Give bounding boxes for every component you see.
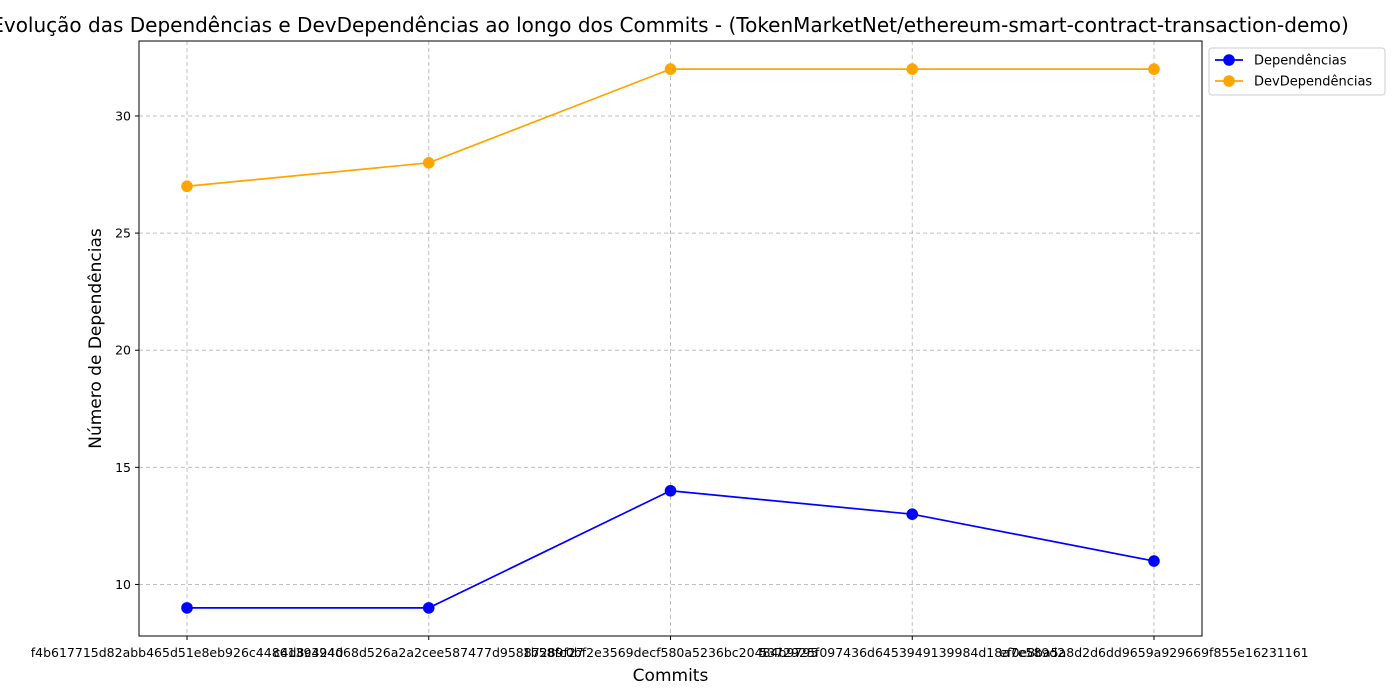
chart-title: Evolução das Dependências e DevDependênc… [0,13,1349,37]
data-point [664,63,677,75]
x-tick-label: c4d8c394d68d526a2a2cee587477d95887289f27 [274,645,584,660]
legend-item: Dependências [1215,54,1347,69]
x-tick-label: f4b617715d82abb465d51e8eb926c44861394240 [31,645,344,660]
y-tick-label: 10 [115,577,131,592]
x-tick-label: ef0e8ba5a8d2d6dd9659a929669f855e16231161 [999,645,1308,660]
legend-label: DevDependências [1254,75,1372,90]
y-axis-label: Número de Dependências [86,228,106,449]
legend-item: DevDependências [1215,75,1372,90]
data-point [422,602,435,614]
data-point [906,63,919,75]
x-axis-label: Commits [633,666,709,686]
y-tick-label: 30 [115,108,131,123]
y-axis: 10 15 20 25 30 [115,108,139,592]
data-point [181,602,193,614]
series-1 [181,63,1160,193]
data-point [1148,63,1160,75]
series-0 [181,484,1160,614]
data-point [1148,555,1160,567]
grid [139,41,1202,636]
legend-box [1208,47,1386,96]
data-point [181,180,193,193]
data-point [906,508,919,520]
legend: Dependências DevDependências [1208,47,1386,96]
data-point [422,157,435,169]
legend-swatch-marker [1223,54,1235,66]
y-tick-label: 15 [115,460,131,475]
y-tick-label: 25 [115,226,131,241]
x-tick-label: 5372925f097436d6453949139984d18a7e589d2 [759,645,1065,660]
x-axis: f4b617715d82abb465d51e8eb926c44861394240… [31,636,1309,660]
data-point [664,484,677,497]
series-layer [181,63,1160,614]
legend-swatch-marker [1223,75,1235,87]
y-tick-label: 20 [115,343,131,358]
legend-label: Dependências [1254,54,1347,69]
x-tick-label: 1b58fc0bf2e3569decf580a5236bc20484b9795 [523,645,818,660]
